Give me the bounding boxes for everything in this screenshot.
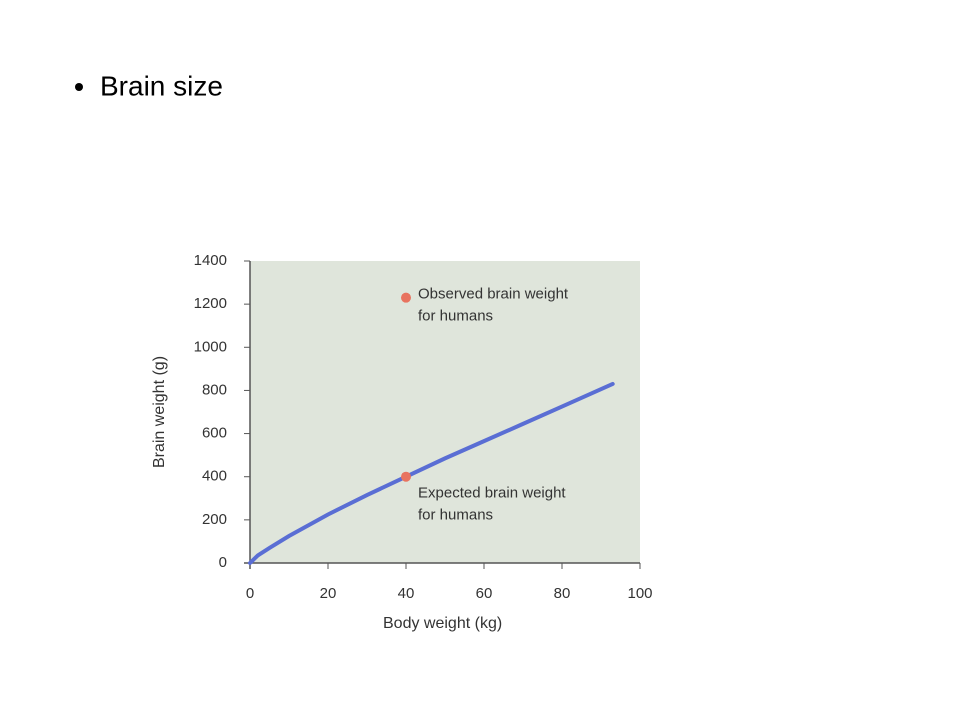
y-tick-label: 200	[202, 511, 227, 528]
y-tick-label: 800	[202, 381, 227, 398]
x-tick-label: 60	[476, 585, 493, 602]
annotation: for humans	[418, 308, 493, 325]
y-tick-label: 1000	[194, 338, 227, 355]
bullet-text: Brain size	[100, 70, 223, 101]
x-tick-label: 20	[320, 585, 337, 602]
x-tick-label: 40	[398, 585, 415, 602]
x-tick-label: 100	[627, 585, 652, 602]
curve	[248, 381, 615, 565]
y-tick-label: 1400	[194, 252, 227, 269]
x-tick-label: 80	[554, 585, 571, 602]
annotation: Expected brain weight	[418, 485, 566, 502]
point	[401, 292, 411, 303]
annotation: for humans	[418, 507, 493, 524]
x-axis-label: Body weight (kg)	[383, 615, 502, 632]
y-axis-label: Brain weight (g)	[151, 356, 168, 468]
y-tick-label: 0	[219, 554, 227, 571]
annotation: Observed brain weight	[418, 286, 569, 303]
x-tick-label: 0	[246, 585, 254, 602]
point	[401, 471, 411, 482]
y-tick-label: 1200	[194, 295, 227, 312]
bullet-dot	[75, 83, 83, 91]
plot-area	[250, 261, 640, 563]
y-tick-label: 600	[202, 425, 227, 442]
y-tick-label: 400	[202, 468, 227, 485]
